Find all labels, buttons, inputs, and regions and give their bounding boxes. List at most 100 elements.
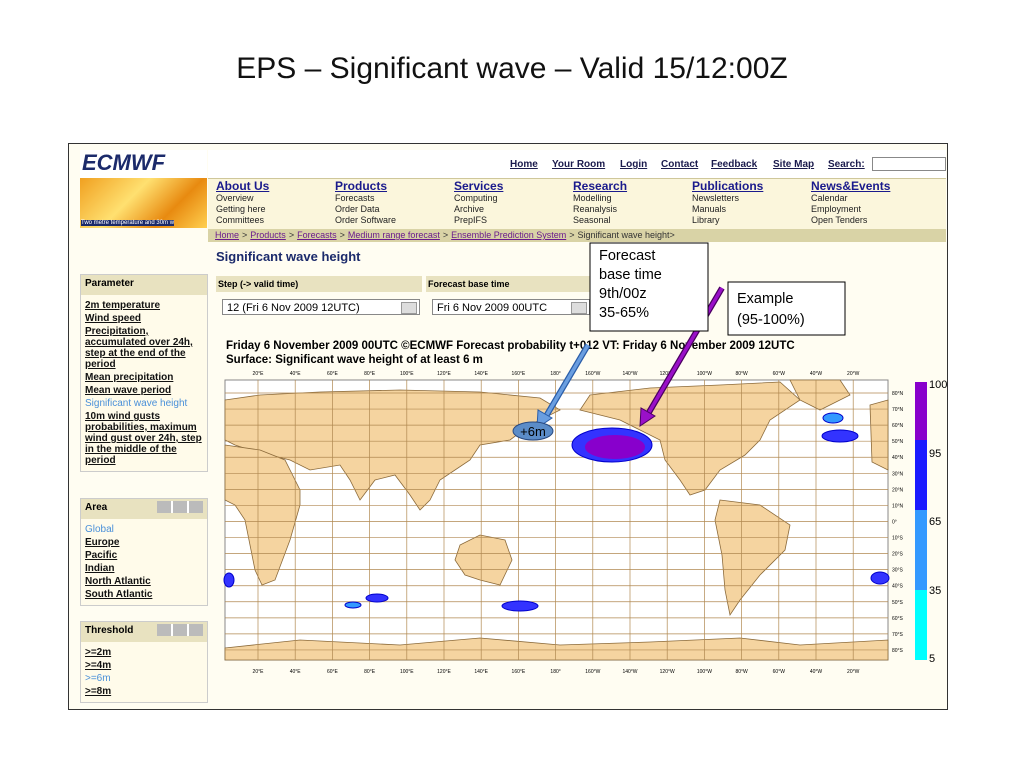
- base-select[interactable]: Fri 6 Nov 2009 00UTC: [432, 299, 590, 315]
- lon-label: 100°W: [697, 371, 712, 377]
- menu-item[interactable]: Order Software: [335, 215, 397, 225]
- breadcrumb-separator: >: [288, 230, 295, 240]
- box-item: >=6m: [85, 673, 111, 684]
- top-link[interactable]: Your Room: [552, 159, 606, 170]
- box-item[interactable]: Pacific: [85, 550, 118, 561]
- logo: ECMWF: [82, 150, 166, 175]
- greenland: [789, 379, 851, 411]
- lon-label: 160°W: [585, 669, 600, 675]
- box-item[interactable]: North Atlantic: [85, 576, 151, 587]
- box-item[interactable]: Mean precipitation: [85, 372, 174, 383]
- box-item[interactable]: >=4m: [85, 660, 112, 671]
- lon-label: 120°W: [660, 371, 675, 377]
- lat-label: 10°N: [892, 503, 904, 509]
- menu-item[interactable]: Calendar: [811, 193, 848, 203]
- menu-item[interactable]: Library: [692, 215, 720, 225]
- lon-label: 40°W: [810, 371, 823, 377]
- menu-title[interactable]: Products: [335, 179, 388, 193]
- top-link[interactable]: Login: [620, 159, 648, 170]
- colorbar-segment: [915, 590, 927, 660]
- menu-item[interactable]: Order Data: [335, 204, 380, 214]
- breadcrumb-link[interactable]: Medium range forecast: [347, 230, 440, 240]
- menu-item[interactable]: Committees: [216, 215, 265, 225]
- europe-edge: [869, 399, 889, 471]
- callout-line: 9th/00z: [599, 286, 647, 302]
- menu-title[interactable]: Research: [573, 179, 628, 193]
- menu-item[interactable]: Computing: [454, 193, 498, 203]
- top-link[interactable]: Feedback: [711, 159, 758, 170]
- box-item[interactable]: >=2m: [85, 647, 112, 658]
- top-bar: [208, 150, 946, 179]
- menu-item[interactable]: Newsletters: [692, 193, 740, 203]
- step-select[interactable]: 12 (Fri 6 Nov 2009 12UTC): [222, 299, 420, 315]
- lat-label: 70°N: [892, 407, 904, 413]
- lat-label: 40°S: [892, 584, 904, 590]
- lat-label: 30°N: [892, 471, 904, 477]
- callout-base: [589, 242, 709, 332]
- lon-label: 180°: [550, 669, 560, 675]
- lon-label: 80°W: [735, 371, 748, 377]
- box-item[interactable]: Indian: [85, 563, 115, 574]
- lat-label: 20°S: [892, 552, 904, 558]
- lat-label: 70°S: [892, 632, 904, 638]
- menu-item[interactable]: Seasonal: [573, 215, 611, 225]
- box-item[interactable]: South Atlantic: [85, 589, 153, 600]
- menu-item[interactable]: Overview: [216, 193, 254, 203]
- colorbar-segment: [915, 382, 927, 440]
- colorbar-label: 5: [929, 653, 935, 665]
- box-title: Area: [85, 502, 108, 513]
- box-item[interactable]: 10m wind gusts probabilities, maximum wi…: [85, 411, 202, 466]
- breadcrumb-link[interactable]: Ensemble Prediction System: [451, 230, 567, 240]
- menu-item[interactable]: Forecasts: [335, 193, 375, 203]
- top-link[interactable]: Site Map: [773, 159, 815, 170]
- menu-item[interactable]: Manuals: [692, 204, 727, 214]
- slide-title: EPS – Significant wave – Valid 15/12:00Z: [236, 52, 788, 85]
- menu-item[interactable]: Employment: [811, 204, 862, 214]
- menu-title[interactable]: About Us: [216, 179, 270, 193]
- colorbar: [915, 382, 927, 660]
- colorbar-label: 100: [929, 379, 947, 391]
- lon-label: 140°E: [474, 669, 488, 675]
- menu-item[interactable]: Getting here: [216, 204, 266, 214]
- search-input[interactable]: [872, 157, 946, 171]
- box-arrows[interactable]: [157, 501, 203, 513]
- menu-item[interactable]: PrepIFS: [454, 215, 488, 225]
- top-link[interactable]: Search:: [828, 159, 865, 170]
- menu-title[interactable]: Publications: [692, 179, 764, 193]
- land: [224, 379, 889, 661]
- menu-title[interactable]: News&Events: [811, 179, 891, 193]
- australia: [454, 534, 513, 586]
- box-item[interactable]: Precipitation, accumulated over 24h, ste…: [85, 326, 193, 370]
- breadcrumb-link[interactable]: Forecasts: [297, 230, 337, 240]
- menu-item[interactable]: Archive: [454, 204, 485, 214]
- lon-label: 80°W: [735, 669, 748, 675]
- breadcrumb-separator: >: [569, 230, 575, 240]
- box-header: Area: [81, 499, 207, 519]
- menu-title[interactable]: Services: [454, 179, 504, 193]
- lon-label: 60°W: [773, 669, 786, 675]
- box-item[interactable]: Wind speed: [85, 313, 142, 324]
- breadcrumb-link[interactable]: Products: [250, 230, 286, 240]
- breadcrumb: Home > Products > Forecasts > Medium range for…: [208, 229, 946, 242]
- box-item[interactable]: >=8m: [85, 686, 112, 697]
- callout-line: Example: [737, 291, 793, 307]
- wave-area: [223, 572, 235, 588]
- lat-label: 50°S: [892, 600, 904, 606]
- box-item[interactable]: Mean wave period: [85, 385, 172, 396]
- breadcrumb-link: Significant wave height>: [577, 230, 675, 240]
- menu-item[interactable]: Modelling: [573, 193, 612, 203]
- box-header: Parameter: [81, 275, 207, 295]
- box-list: Global Europe Pacific Indian North Atlantic S…: [81, 519, 207, 605]
- menu-item[interactable]: Reanalysis: [573, 204, 618, 214]
- menu-item[interactable]: Open Tenders: [811, 215, 868, 225]
- wave-area: [870, 571, 890, 585]
- breadcrumb-link[interactable]: Home: [215, 230, 240, 240]
- box-item[interactable]: Europe: [85, 537, 120, 548]
- box-arrows[interactable]: [157, 624, 203, 636]
- top-link[interactable]: Contact: [661, 159, 699, 170]
- top-link[interactable]: Home: [510, 159, 538, 170]
- box-list: 2m temperature Wind speed Precipitation, a…: [81, 295, 207, 471]
- box-item[interactable]: 2m temperature: [85, 300, 161, 311]
- callout-line: (95-100%): [737, 312, 805, 328]
